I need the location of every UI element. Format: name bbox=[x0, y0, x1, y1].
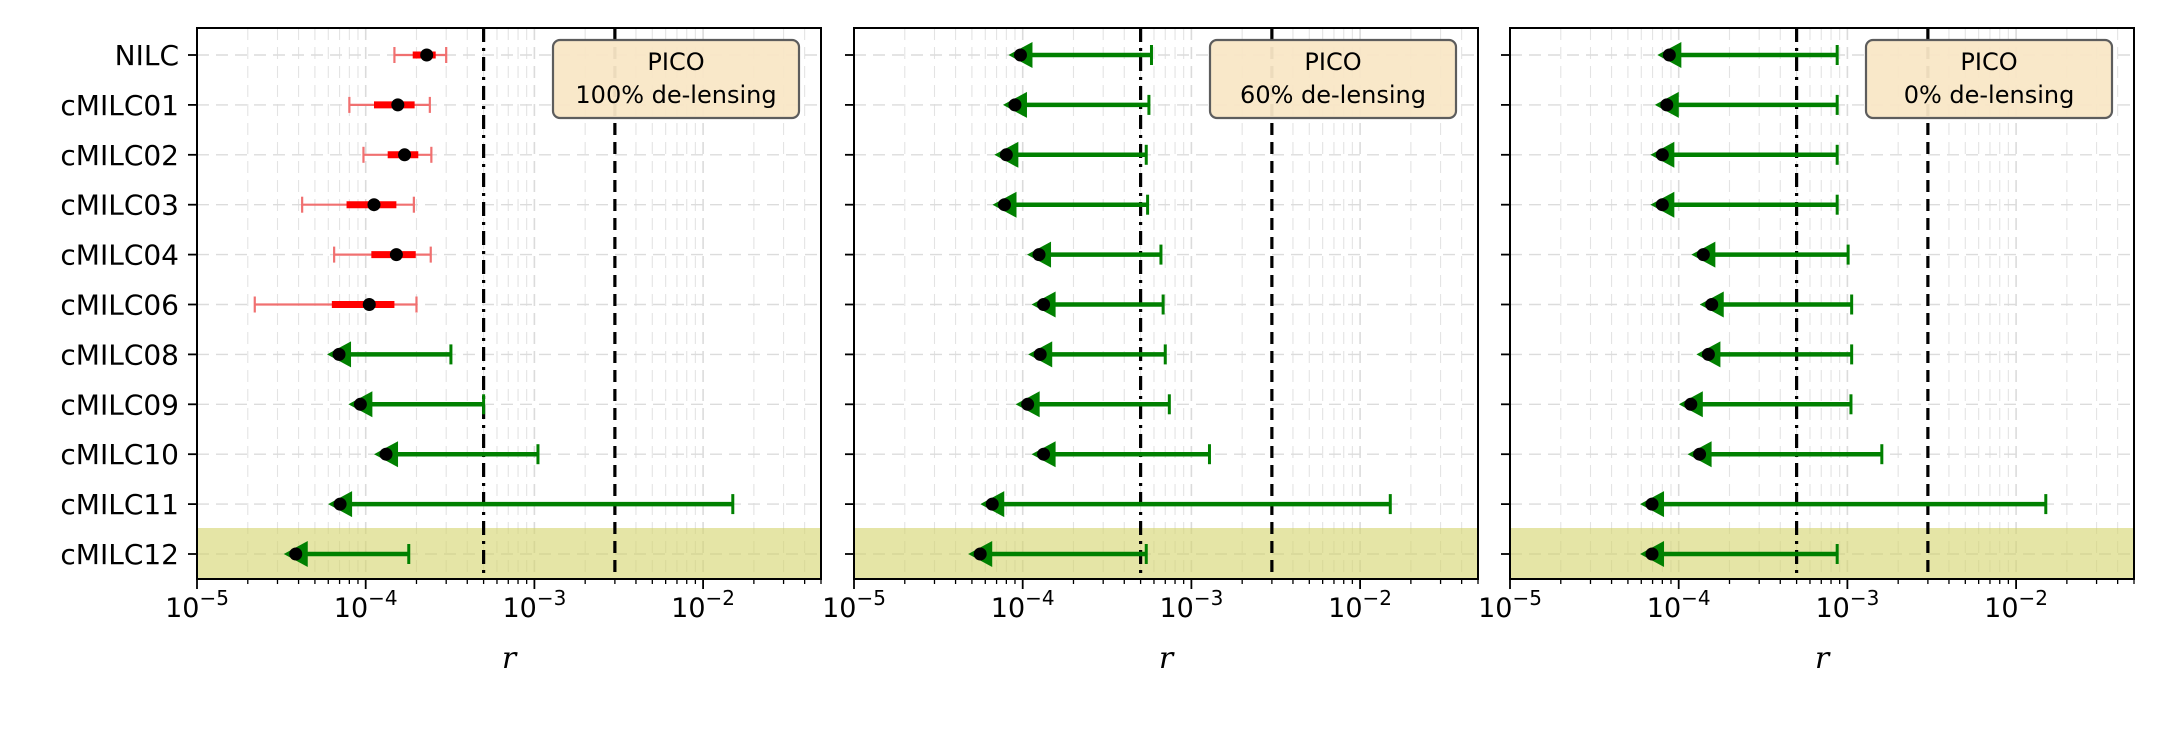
data-point bbox=[362, 298, 376, 311]
data-point bbox=[1033, 347, 1047, 361]
annotation-text: PICO bbox=[1304, 48, 1361, 76]
data-point bbox=[997, 198, 1011, 212]
data-point bbox=[1696, 248, 1710, 262]
data-point bbox=[1684, 397, 1698, 411]
data-point bbox=[367, 198, 381, 212]
data-point bbox=[333, 497, 347, 511]
panel-plot-area bbox=[1510, 28, 2134, 579]
y-category-label: cMILC12 bbox=[60, 538, 179, 571]
x-tick-label: 10−4 bbox=[1647, 586, 1711, 624]
annotation-box bbox=[1208, 38, 1458, 120]
data-point bbox=[391, 98, 405, 112]
data-point bbox=[332, 347, 346, 361]
chart-panel-1: 10−5 10−4 10−3 10−2 NILC cMILC01 cMILC02 cMILC0… bbox=[60, 27, 822, 676]
x-tick-label: 10−2 bbox=[671, 586, 735, 624]
data-point bbox=[289, 547, 303, 561]
data-point bbox=[1655, 198, 1669, 212]
x-tick-label: 10−3 bbox=[1159, 586, 1223, 624]
x-axis-title: r bbox=[1159, 641, 1175, 676]
y-category-label: cMILC01 bbox=[60, 89, 179, 122]
y-category-label: cMILC03 bbox=[60, 189, 179, 222]
data-point bbox=[353, 397, 367, 411]
annotation-box bbox=[1864, 38, 2114, 120]
data-point bbox=[420, 48, 434, 62]
data-point bbox=[1645, 497, 1659, 511]
x-tick-label: 10−4 bbox=[991, 586, 1055, 624]
x-tick-label: 10−3 bbox=[1815, 586, 1879, 624]
annotation-text: 60% de-lensing bbox=[1240, 81, 1426, 109]
data-point bbox=[1655, 148, 1669, 162]
data-point bbox=[1032, 248, 1046, 262]
annotation-box bbox=[551, 38, 801, 120]
data-point bbox=[1645, 547, 1659, 561]
annotation-text: 0% de-lensing bbox=[1904, 81, 2075, 109]
data-point bbox=[1037, 447, 1051, 461]
data-point bbox=[1021, 397, 1035, 411]
highlight-band bbox=[854, 528, 1478, 579]
y-category-label: cMILC09 bbox=[60, 388, 179, 421]
x-axis-title: r bbox=[502, 641, 518, 676]
data-point bbox=[379, 447, 393, 461]
x-axis-title: r bbox=[1815, 641, 1831, 676]
axes-frame bbox=[853, 27, 1479, 580]
data-point bbox=[1660, 98, 1674, 112]
x-tick-label: 10−5 bbox=[165, 586, 229, 624]
panel-plot-area bbox=[197, 28, 821, 579]
y-category-label: cMILC10 bbox=[60, 438, 179, 471]
y-category-label: cMILC02 bbox=[60, 139, 179, 172]
data-point bbox=[1705, 298, 1719, 311]
annotation-text: PICO bbox=[1960, 48, 2017, 76]
data-point bbox=[1693, 447, 1707, 461]
chart-panel-3: 10−5 10−4 10−3 10−2 r PICO 0% de-lensing bbox=[1478, 27, 2135, 676]
data-point bbox=[985, 497, 999, 511]
y-category-label: cMILC08 bbox=[60, 338, 179, 371]
chart-panel-2: 10−5 10−4 10−3 10−2 r PICO 60% de-lensing bbox=[822, 27, 1479, 676]
data-point bbox=[389, 248, 403, 262]
x-tick-label: 10−2 bbox=[1328, 586, 1392, 624]
data-point bbox=[1701, 347, 1715, 361]
data-point bbox=[999, 148, 1013, 162]
data-point bbox=[1662, 48, 1676, 62]
x-tick-label: 10−5 bbox=[822, 586, 886, 624]
annotation-text: PICO bbox=[647, 48, 704, 76]
data-point bbox=[973, 547, 987, 561]
data-point bbox=[1008, 98, 1022, 112]
x-tick-label: 10−3 bbox=[502, 586, 566, 624]
x-tick-label: 10−4 bbox=[334, 586, 398, 624]
y-category-label: cMILC04 bbox=[60, 239, 179, 272]
x-tick-label: 10−2 bbox=[1984, 586, 2048, 624]
axes-frame bbox=[1509, 27, 2135, 580]
data-point bbox=[1037, 298, 1051, 311]
annotation-text: 100% de-lensing bbox=[575, 81, 776, 109]
y-category-label: cMILC11 bbox=[60, 488, 179, 521]
x-tick-label: 10−5 bbox=[1478, 586, 1542, 624]
data-point bbox=[1013, 48, 1027, 62]
data-point bbox=[398, 148, 412, 162]
y-category-label: cMILC06 bbox=[60, 289, 179, 322]
axes-frame bbox=[196, 27, 822, 580]
y-category-label: NILC bbox=[115, 39, 179, 72]
